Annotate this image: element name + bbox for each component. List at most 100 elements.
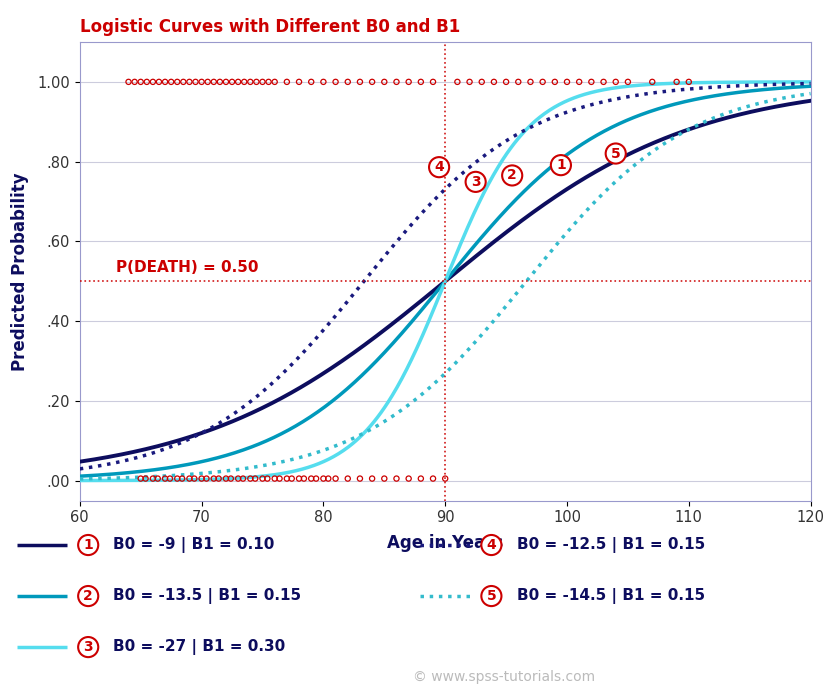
Point	[682, 76, 696, 88]
Point	[292, 76, 306, 88]
Text: B0 = -27 | B1 = 0.30: B0 = -27 | B1 = 0.30	[113, 639, 286, 655]
Point	[390, 76, 403, 88]
Point	[152, 76, 165, 88]
Text: 5: 5	[486, 589, 496, 603]
Point	[236, 473, 249, 484]
Point	[378, 473, 391, 484]
Point	[256, 76, 270, 88]
Text: B0 = -9 | B1 = 0.10: B0 = -9 | B1 = 0.10	[113, 537, 275, 553]
Point	[341, 76, 354, 88]
Point	[365, 76, 379, 88]
Point	[329, 76, 343, 88]
Point	[207, 473, 220, 484]
Point	[158, 473, 171, 484]
Point	[292, 473, 306, 484]
Point	[140, 76, 154, 88]
Point	[438, 473, 452, 484]
Point	[305, 76, 318, 88]
Point	[573, 76, 586, 88]
Text: B0 = -13.5 | B1 = 0.15: B0 = -13.5 | B1 = 0.15	[113, 588, 302, 604]
Point	[232, 473, 245, 484]
Point	[122, 76, 135, 88]
Point	[597, 76, 611, 88]
Point	[139, 473, 152, 484]
Point	[524, 76, 538, 88]
Point	[244, 76, 257, 88]
Point	[414, 76, 428, 88]
Point	[322, 473, 335, 484]
Text: P(DEATH) = 0.50: P(DEATH) = 0.50	[117, 260, 259, 275]
Text: 3: 3	[83, 640, 93, 654]
Point	[134, 473, 147, 484]
X-axis label: Age in Years: Age in Years	[387, 533, 503, 552]
Y-axis label: Predicted Probability: Predicted Probability	[11, 172, 29, 370]
Point	[309, 473, 323, 484]
Text: 4: 4	[486, 538, 496, 552]
Text: 5: 5	[611, 146, 621, 160]
Point	[487, 76, 501, 88]
Point	[182, 76, 196, 88]
Point	[317, 76, 330, 88]
Point	[260, 473, 274, 484]
Point	[238, 76, 251, 88]
Point	[499, 76, 512, 88]
Point	[378, 76, 391, 88]
Point	[341, 473, 354, 484]
Point	[219, 473, 233, 484]
Point	[146, 473, 160, 484]
Point	[207, 76, 220, 88]
Point	[536, 76, 549, 88]
Point	[249, 76, 263, 88]
Point	[268, 473, 281, 484]
Point	[281, 473, 294, 484]
Point	[256, 473, 270, 484]
Text: © www.spss-tutorials.com: © www.spss-tutorials.com	[413, 671, 595, 685]
Point	[225, 76, 239, 88]
Point	[212, 473, 225, 484]
Point	[512, 76, 525, 88]
Text: 2: 2	[83, 589, 93, 603]
Point	[232, 76, 245, 88]
Point	[182, 473, 196, 484]
Point	[158, 76, 171, 88]
Point	[134, 76, 147, 88]
Point	[195, 473, 208, 484]
Point	[213, 76, 227, 88]
Point	[585, 76, 598, 88]
Point	[224, 473, 238, 484]
Point	[273, 473, 286, 484]
Point	[165, 76, 178, 88]
Point	[187, 473, 201, 484]
Text: 2: 2	[507, 169, 517, 183]
Point	[195, 76, 208, 88]
Point	[244, 473, 257, 484]
Text: Logistic Curves with Different B0 and B1: Logistic Curves with Different B0 and B1	[80, 18, 460, 36]
Point	[402, 473, 415, 484]
Point	[297, 473, 311, 484]
Point	[560, 76, 574, 88]
Point	[281, 76, 294, 88]
Point	[268, 76, 281, 88]
Point	[201, 76, 214, 88]
Point	[262, 76, 276, 88]
Point	[163, 473, 176, 484]
Text: 4: 4	[434, 160, 444, 174]
Text: 1: 1	[556, 158, 566, 172]
Point	[646, 76, 659, 88]
Point	[329, 473, 343, 484]
Point	[451, 76, 465, 88]
Point	[463, 76, 476, 88]
Point	[305, 473, 318, 484]
Point	[151, 473, 165, 484]
Point	[171, 473, 184, 484]
Point	[176, 473, 189, 484]
Point	[365, 473, 379, 484]
Point	[427, 76, 440, 88]
Text: 3: 3	[471, 175, 480, 189]
Point	[200, 473, 213, 484]
Point	[414, 473, 428, 484]
Text: B0 = -14.5 | B1 = 0.15: B0 = -14.5 | B1 = 0.15	[517, 588, 705, 604]
Point	[317, 473, 330, 484]
Point	[549, 76, 562, 88]
Point	[176, 76, 190, 88]
